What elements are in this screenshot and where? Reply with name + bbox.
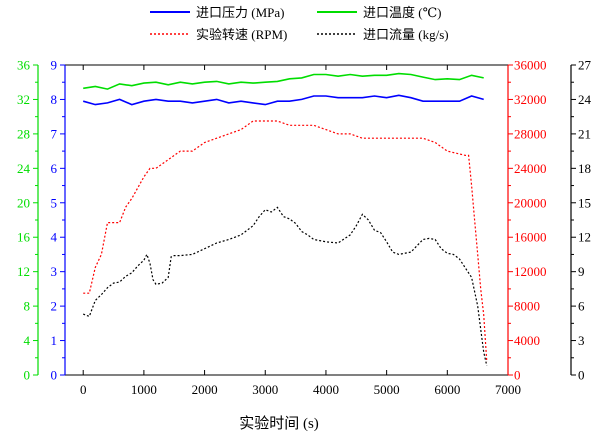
rpm-tick-label: 16000	[514, 230, 547, 245]
x-tick-label: 7000	[495, 382, 521, 397]
flow-tick-label: 18	[578, 161, 591, 176]
plot-frame	[64, 64, 509, 376]
x-axis-title: 实验时间 (s)	[239, 415, 319, 432]
pressure-tick-label: 7	[51, 126, 58, 141]
pressure-tick-label: 3	[51, 264, 58, 279]
legend-label-flow: 进口流量 (kg/s)	[363, 27, 449, 42]
pressure-tick-label: 8	[51, 92, 58, 107]
temp-tick-label: 24	[17, 161, 31, 176]
x-tick-label: 1000	[131, 382, 157, 397]
rpm-tick-label: 8000	[514, 299, 540, 314]
legend-label-pressure: 进口压力 (MPa)	[196, 5, 284, 20]
pressure-tick-label: 1	[51, 333, 58, 348]
pressure-tick-label: 5	[51, 195, 58, 210]
series-line-flow	[82, 206, 488, 366]
flow-tick-label: 12	[578, 230, 591, 245]
legend-label-rpm: 实验转速 (RPM)	[196, 27, 287, 42]
flow-tick-label: 9	[578, 264, 585, 279]
rpm-tick-label: 20000	[514, 195, 547, 210]
flow-tick-label: 24	[578, 92, 592, 107]
pressure-tick-label: 9	[51, 58, 58, 73]
pressure-tick-label: 2	[51, 299, 58, 314]
temp-tick-label: 0	[24, 368, 31, 383]
temp-tick-label: 16	[17, 230, 31, 245]
temp-tick-label: 28	[17, 126, 30, 141]
temp-tick-label: 20	[17, 195, 30, 210]
axes-layer: 0 1000 2000 3000 4000 5000 6000 700004812162024…	[17, 58, 592, 398]
rpm-tick-label: 32000	[514, 92, 547, 107]
legend-label-temp: 进口温度 (℃)	[363, 5, 441, 20]
flow-tick-label: 3	[578, 333, 585, 348]
temp-tick-label: 4	[24, 333, 31, 348]
series-line-pressure	[82, 94, 484, 106]
temp-tick-label: 36	[17, 58, 31, 73]
temp-tick-label: 32	[17, 92, 30, 107]
rpm-tick-label: 24000	[514, 161, 547, 176]
pressure-tick-label: 6	[51, 161, 58, 176]
temp-tick-label: 8	[24, 299, 31, 314]
x-tick-label: 5000	[374, 382, 400, 397]
x-tick-label: 3000	[252, 382, 278, 397]
rpm-tick-label: 0	[514, 368, 521, 383]
series-line-temp	[83, 72, 484, 90]
flow-tick-label: 21	[578, 126, 591, 141]
rpm-tick-label: 12000	[514, 264, 547, 279]
flow-tick-label: 27	[578, 58, 592, 73]
pressure-tick-label: 4	[51, 230, 58, 245]
pressure-tick-label: 0	[51, 368, 58, 383]
temp-tick-label: 12	[17, 264, 30, 279]
x-tick-label: 0	[80, 382, 87, 397]
series-line-rpm	[83, 120, 488, 363]
rpm-tick-label: 4000	[514, 333, 540, 348]
flow-tick-label: 6	[578, 299, 585, 314]
rpm-tick-label: 28000	[514, 126, 547, 141]
flow-tick-label: 0	[578, 368, 585, 383]
plot-area	[82, 72, 488, 366]
x-tick-label: 6000	[434, 382, 460, 397]
legend: 进口压力 (MPa) 进口温度 (℃) 实验转速 (RPM) 进口流量 (kg/s)	[150, 5, 449, 42]
x-tick-label: 2000	[192, 382, 218, 397]
x-tick-label: 4000	[313, 382, 339, 397]
flow-tick-label: 15	[578, 195, 591, 210]
rpm-tick-label: 36000	[514, 58, 547, 73]
